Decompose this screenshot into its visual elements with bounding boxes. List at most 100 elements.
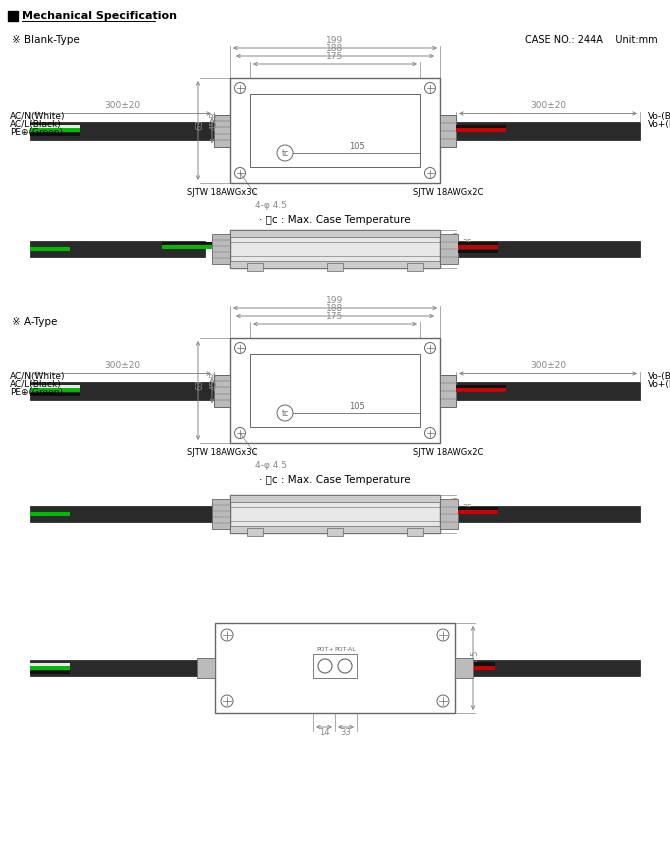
Bar (327, 528, 343, 536)
Text: POT-AL: POT-AL (334, 647, 356, 652)
Text: 14: 14 (319, 728, 329, 737)
Bar (230, 78, 440, 183)
Text: 300±20: 300±20 (104, 101, 140, 110)
Text: SJTW 18AWGx3C: SJTW 18AWGx3C (187, 448, 257, 457)
Bar (250, 94, 420, 167)
Text: Vo+(Red): Vo+(Red) (648, 120, 670, 128)
Text: Vo+(Red): Vo+(Red) (648, 379, 670, 389)
Text: Mechanical Specification: Mechanical Specification (22, 11, 177, 21)
Bar (313, 654, 357, 678)
Text: PE⊕(Green): PE⊕(Green) (10, 388, 63, 396)
Bar (30, 382, 214, 400)
Bar (214, 115, 230, 147)
Text: Vo-(Black): Vo-(Black) (648, 112, 670, 121)
Text: tc: tc (281, 148, 289, 158)
Text: 35: 35 (462, 504, 472, 513)
Bar (458, 510, 498, 514)
Text: 199: 199 (326, 36, 344, 45)
Bar (30, 121, 214, 139)
Bar (456, 128, 506, 132)
Bar (407, 263, 423, 271)
Bar (456, 121, 640, 139)
Text: 4-φ 4.5: 4-φ 4.5 (255, 201, 287, 210)
Text: 188: 188 (326, 304, 344, 313)
Text: AC/L(Black): AC/L(Black) (10, 120, 62, 128)
Bar (456, 125, 506, 128)
Bar (230, 230, 440, 268)
Bar (30, 393, 80, 396)
Text: 199: 199 (326, 296, 344, 305)
Text: AC/L(Black): AC/L(Black) (10, 379, 62, 389)
Text: 45.8: 45.8 (210, 112, 218, 131)
Text: tc: tc (281, 409, 289, 417)
Text: SJTW 18AWGx2C: SJTW 18AWGx2C (413, 188, 483, 197)
Text: 300±20: 300±20 (530, 101, 566, 110)
Bar (458, 507, 498, 510)
Text: 105: 105 (348, 142, 364, 151)
Bar (455, 660, 640, 676)
Bar (455, 665, 495, 669)
Bar (456, 388, 506, 392)
Text: 188: 188 (326, 44, 344, 53)
Text: PE⊕(Green): PE⊕(Green) (10, 127, 63, 137)
Text: ※ A-Type: ※ A-Type (12, 317, 58, 327)
Bar (455, 658, 473, 678)
Bar (215, 623, 455, 713)
Bar (247, 263, 263, 271)
Bar (230, 526, 440, 533)
Bar (440, 234, 458, 264)
Text: 35: 35 (462, 239, 472, 248)
Bar (162, 245, 212, 249)
Bar (8, 11, 18, 21)
Text: 105: 105 (348, 402, 364, 411)
Bar (30, 663, 70, 665)
Bar (458, 245, 498, 249)
Bar (212, 499, 230, 529)
Bar (30, 512, 70, 516)
Bar (30, 388, 80, 392)
Bar (212, 234, 230, 264)
Text: 35.5: 35.5 (452, 230, 460, 249)
Text: 300±20: 300±20 (530, 362, 566, 371)
Bar (162, 242, 212, 245)
Bar (230, 338, 440, 443)
Bar (407, 528, 423, 536)
Bar (30, 247, 70, 251)
Bar (458, 250, 498, 253)
Text: ※ Blank-Type: ※ Blank-Type (12, 35, 80, 45)
Bar (458, 506, 640, 522)
Bar (230, 230, 440, 237)
Text: 63: 63 (196, 379, 204, 390)
Bar (440, 115, 456, 147)
Text: · Ⓣc : Max. Case Temperature: · Ⓣc : Max. Case Temperature (259, 475, 411, 485)
Bar (247, 528, 263, 536)
Bar (458, 241, 640, 257)
Bar (30, 128, 80, 132)
Bar (30, 133, 80, 136)
Text: 45.8: 45.8 (210, 372, 218, 390)
Text: SJTW 18AWGx3C: SJTW 18AWGx3C (187, 188, 257, 197)
Text: Vo-(Black): Vo-(Black) (648, 373, 670, 382)
Bar (440, 499, 458, 529)
Text: AC/N(White): AC/N(White) (10, 373, 66, 382)
Bar (30, 660, 215, 676)
Text: 4-φ 4.5: 4-φ 4.5 (255, 461, 287, 470)
Text: 63: 63 (196, 120, 204, 131)
Bar (214, 374, 230, 406)
Bar (197, 658, 215, 678)
Text: SJTW 18AWGx2C: SJTW 18AWGx2C (413, 448, 483, 457)
Bar (230, 495, 440, 533)
Text: CASE NO.: 244A    Unit:mm: CASE NO.: 244A Unit:mm (525, 35, 658, 45)
Bar (30, 670, 70, 674)
Text: 175: 175 (326, 312, 344, 321)
Text: POT+: POT+ (316, 647, 334, 652)
Text: 175: 175 (326, 52, 344, 61)
Bar (456, 384, 506, 388)
Bar (440, 374, 456, 406)
Bar (30, 665, 70, 669)
Bar (230, 495, 440, 502)
Bar (250, 354, 420, 427)
Text: 33: 33 (340, 728, 351, 737)
Bar (30, 241, 205, 257)
Text: · Ⓣc : Max. Case Temperature: · Ⓣc : Max. Case Temperature (259, 215, 411, 225)
